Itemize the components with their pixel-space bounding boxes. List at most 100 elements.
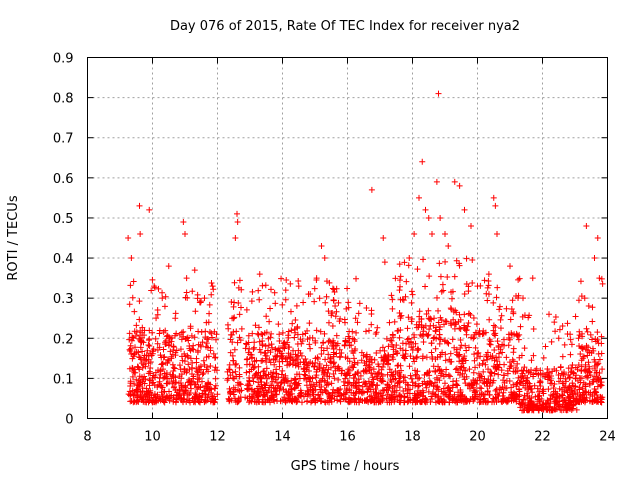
data-point: [306, 374, 313, 381]
data-point: [433, 178, 440, 185]
data-point: [169, 380, 176, 387]
data-point: [254, 330, 261, 337]
data-point: [129, 294, 136, 301]
data-point: [171, 332, 178, 339]
x-tick-label: 20: [469, 430, 486, 445]
data-point: [448, 295, 455, 302]
data-point: [503, 305, 510, 312]
data-point: [397, 283, 404, 290]
data-point: [380, 378, 387, 385]
data-point: [476, 362, 483, 369]
data-point: [148, 287, 155, 294]
data-point: [579, 355, 586, 362]
data-point: [168, 392, 175, 399]
data-point: [494, 338, 501, 345]
data-point: [592, 338, 599, 345]
data-point: [373, 399, 380, 406]
data-point: [295, 347, 302, 354]
data-point: [288, 398, 295, 405]
data-point: [587, 331, 594, 338]
data-point: [333, 393, 340, 400]
data-point: [505, 342, 512, 349]
data-point: [583, 394, 590, 401]
data-point: [544, 365, 551, 372]
data-point: [463, 327, 470, 334]
data-point: [465, 320, 472, 327]
data-point: [463, 373, 470, 380]
data-point: [479, 331, 486, 338]
data-point: [335, 299, 342, 306]
data-point: [136, 379, 143, 386]
data-point: [373, 350, 380, 357]
data-point: [157, 371, 164, 378]
data-point: [461, 206, 468, 213]
data-point: [413, 371, 420, 378]
data-point: [324, 390, 331, 397]
data-point: [484, 356, 491, 363]
data-point: [408, 375, 415, 382]
data-point: [513, 383, 520, 390]
data-point: [190, 373, 197, 380]
data-point: [366, 327, 373, 334]
data-point: [445, 384, 452, 391]
data-point: [456, 358, 463, 365]
data-point: [408, 288, 415, 295]
data-point: [412, 340, 419, 347]
data-point: [472, 344, 479, 351]
data-point: [408, 316, 415, 323]
data-point: [291, 334, 298, 341]
data-point: [341, 342, 348, 349]
data-point: [147, 358, 154, 365]
data-point: [200, 357, 207, 364]
data-point: [591, 255, 598, 262]
data-point: [125, 235, 132, 241]
data-point: [570, 402, 577, 409]
data-point: [375, 370, 382, 377]
data-point: [238, 286, 245, 293]
data-point: [450, 316, 457, 323]
data-point: [586, 349, 593, 356]
data-point: [139, 388, 146, 395]
data-point: [485, 271, 492, 278]
data-point: [519, 372, 526, 379]
data-point: [477, 353, 484, 360]
data-point: [346, 386, 353, 393]
data-point: [526, 406, 533, 413]
data-point: [444, 274, 451, 281]
data-point: [165, 357, 172, 364]
data-point: [286, 361, 293, 368]
data-point: [324, 398, 331, 405]
data-point: [404, 325, 411, 332]
data-point: [514, 360, 521, 367]
data-point: [142, 393, 149, 400]
data-point: [230, 388, 237, 395]
data-point: [468, 222, 474, 229]
data-point: [161, 399, 168, 406]
data-point: [589, 336, 596, 343]
data-point: [289, 356, 296, 363]
data-point: [282, 287, 289, 294]
data-point: [363, 368, 370, 375]
data-point: [586, 363, 593, 370]
data-point: [484, 284, 491, 291]
data-point: [248, 398, 255, 405]
data-point: [509, 356, 516, 363]
data-point: [465, 310, 472, 317]
data-point: [251, 388, 258, 395]
data-point: [354, 319, 361, 326]
data-point: [536, 388, 543, 395]
data-point: [259, 357, 266, 364]
data-point: [267, 305, 274, 312]
data-point: [432, 327, 439, 334]
data-point: [173, 347, 180, 354]
data-point: [152, 335, 159, 342]
data-point: [213, 367, 220, 374]
data-point: [292, 317, 299, 324]
data-point: [236, 277, 243, 284]
data-point: [328, 380, 335, 387]
data-point: [196, 374, 203, 381]
data-point: [304, 327, 311, 334]
data-point: [500, 377, 507, 384]
data-point: [551, 380, 558, 387]
data-point: [471, 351, 478, 358]
